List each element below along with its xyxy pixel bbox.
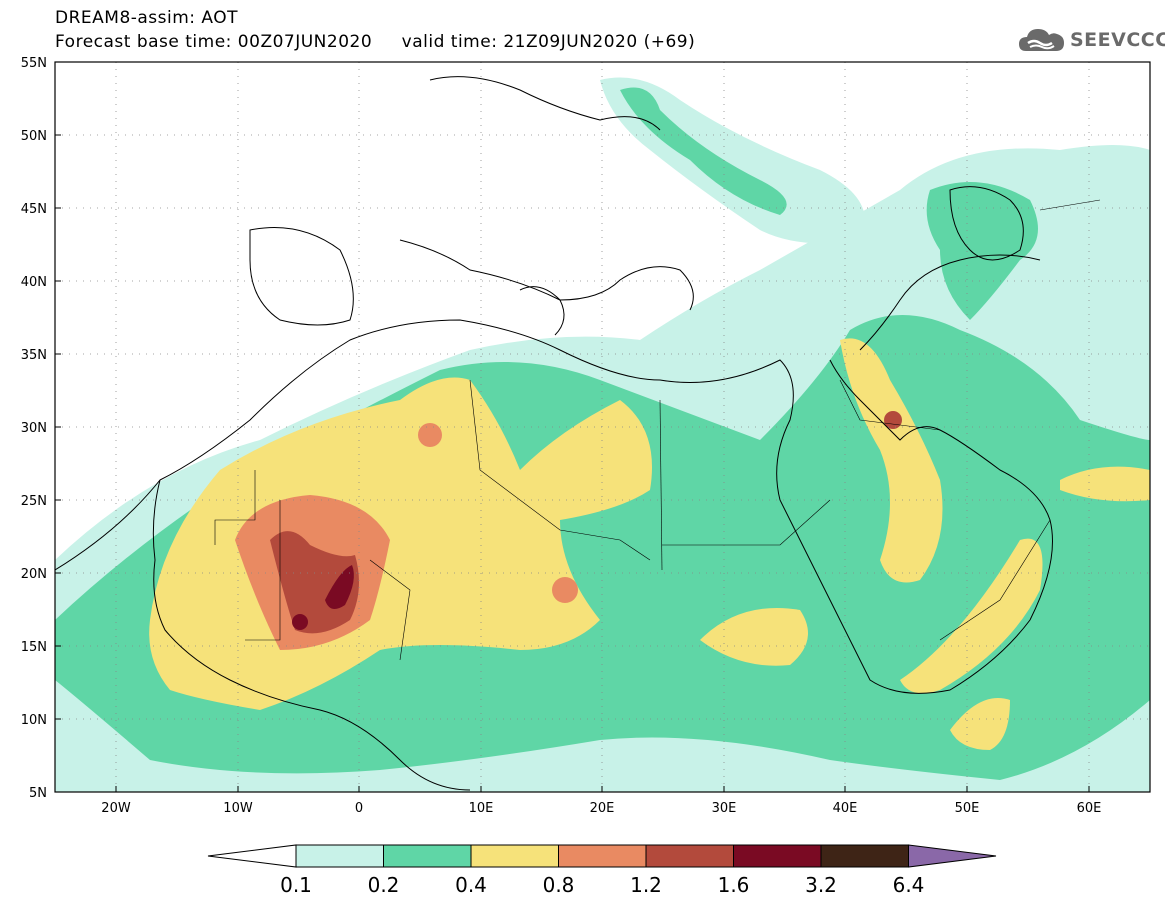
lon-label: 60E <box>1077 801 1102 816</box>
colorbar-bin <box>470 844 559 868</box>
lat-label: 45N <box>21 202 47 217</box>
lat-label: 15N <box>21 640 47 655</box>
colorbar-bin <box>383 844 472 868</box>
aot-band-0.8-spot-2 <box>552 577 578 603</box>
lat-label: 35N <box>21 348 47 363</box>
colorbar-bin <box>820 844 909 868</box>
colorbar-label: 0.8 <box>543 873 575 897</box>
aot-band-0.4-somalia <box>950 698 1010 750</box>
lon-label: 30E <box>712 801 737 816</box>
aot-band-0.2-north <box>620 87 787 215</box>
colorbar-label: 0.1 <box>280 873 312 897</box>
colorbar-label: 6.4 <box>893 873 925 897</box>
aot-band-0.8-spot-1 <box>418 423 442 447</box>
longitude-labels: 20W 10W 0 10E 20E 30E 40E 50E 60E <box>101 801 1101 816</box>
colorbar-label: 0.4 <box>455 873 487 897</box>
graticule <box>55 62 1150 792</box>
cloud-icon <box>1019 29 1064 51</box>
aot-band-1.6-spot <box>292 614 308 630</box>
seevccc-logo: SEEVCCC <box>1018 25 1165 55</box>
aot-band-1.6 <box>325 565 354 609</box>
aot-field <box>55 62 1150 792</box>
aot-band-0.4-arabia <box>900 538 1043 694</box>
lat-label: 40N <box>21 275 47 290</box>
aot-band-0.4-sudan <box>700 608 808 666</box>
colorbar-bin <box>645 844 734 868</box>
lat-label: 50N <box>21 129 47 144</box>
aot-band-0.4-iraq <box>840 338 943 583</box>
lat-label: 10N <box>21 713 47 728</box>
lon-label: 10E <box>469 801 494 816</box>
aot-band-0.2-caspian <box>926 182 1038 320</box>
lat-label: 20N <box>21 567 47 582</box>
colorbar-label: 1.2 <box>630 873 662 897</box>
aot-band-0.4-gulf <box>1060 466 1150 502</box>
lat-label: 30N <box>21 421 47 436</box>
lat-label: 25N <box>21 494 47 509</box>
map-title: DREAM8-assim: AOT <box>55 8 239 28</box>
lon-label: 10W <box>223 801 253 816</box>
logo-text: SEEVCCC <box>1070 29 1165 51</box>
country-borders <box>214 199 1101 661</box>
lat-label: 55N <box>21 56 47 71</box>
forecast-times: Forecast base time: 00Z07JUN2020 valid t… <box>55 32 696 52</box>
colorbar-labels: 0.1 0.2 0.4 0.8 1.2 1.6 3.2 6.4 <box>280 873 924 897</box>
lon-label: 50E <box>955 801 980 816</box>
lon-label: 40E <box>833 801 858 816</box>
lon-label: 20W <box>101 801 131 816</box>
colorbar-low-arrow <box>207 844 297 868</box>
lon-label: 0 <box>355 801 363 816</box>
tick-marks <box>55 61 1090 792</box>
coastlines <box>55 76 1053 791</box>
colorbar-label: 0.2 <box>368 873 400 897</box>
colorbar-label: 3.2 <box>805 873 837 897</box>
colorbar-bin <box>558 844 647 868</box>
latitude-labels: 55N 50N 45N 40N 35N 30N 25N 20N 15N 10N … <box>21 56 47 801</box>
lat-label: 5N <box>29 786 47 801</box>
lon-label: 20E <box>590 801 615 816</box>
colorbar-high-arrow <box>908 844 997 868</box>
colorbar <box>207 844 997 868</box>
colorbar-bin <box>295 844 384 868</box>
colorbar-label: 1.6 <box>718 873 750 897</box>
colorbar-bin <box>733 844 822 868</box>
